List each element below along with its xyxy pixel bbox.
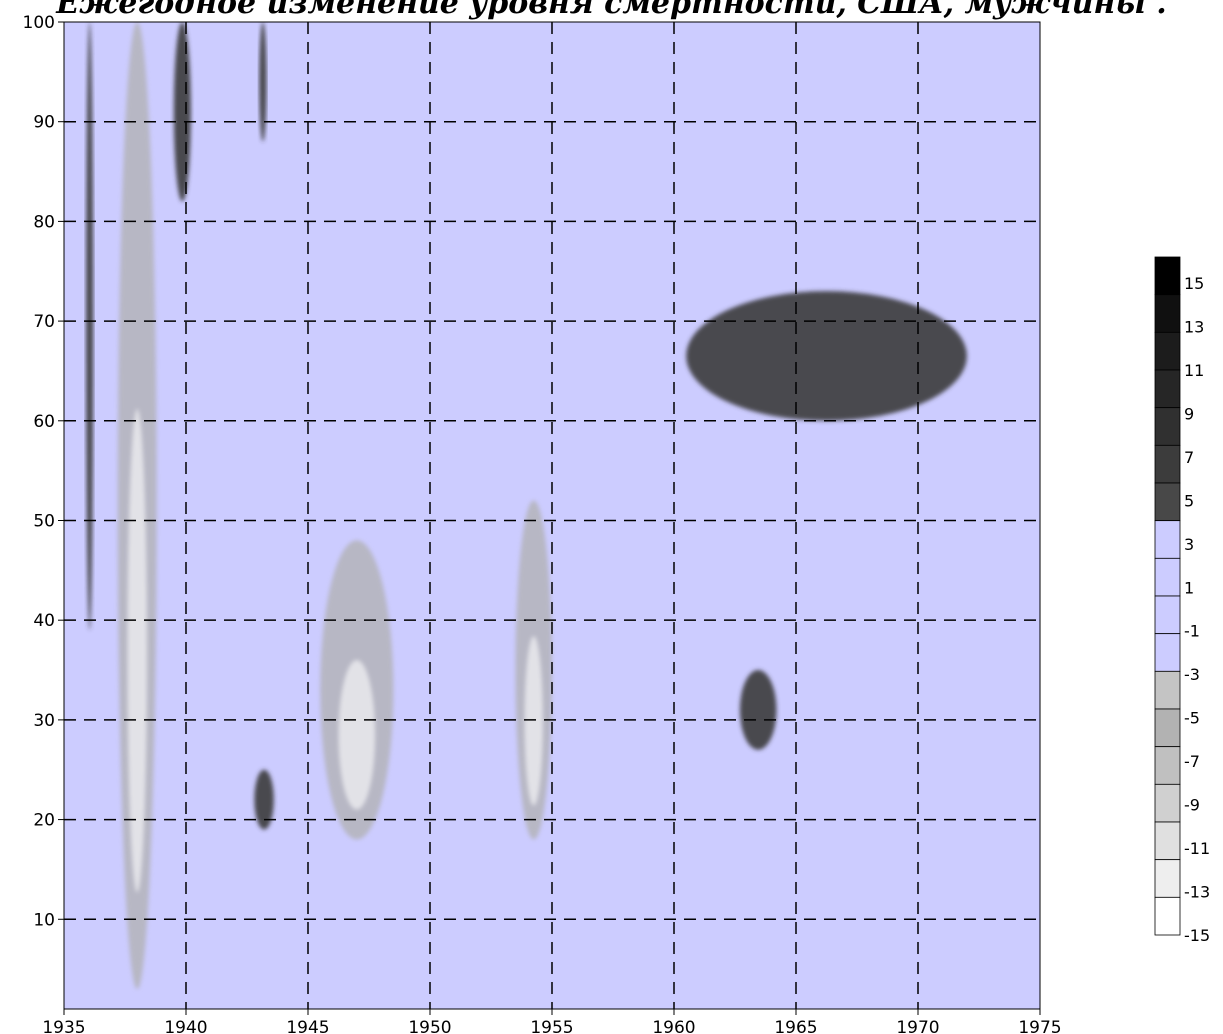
colorbar-swatch — [1154, 821, 1181, 861]
grid-lines — [64, 22, 1040, 1009]
colorbar-label: 7 — [1184, 448, 1194, 467]
chart-title: Ежегодное изменение уровня смертности, С… — [56, 0, 1167, 21]
y-tick-label: 60 — [33, 412, 55, 432]
x-tick-label: 1960 — [652, 1018, 695, 1034]
y-tick-label: 70 — [33, 312, 55, 332]
colorbar-label: -5 — [1184, 709, 1200, 728]
colorbar-swatch — [1154, 331, 1181, 371]
contour-region-positive — [686, 291, 967, 421]
colorbar-swatch — [1154, 407, 1181, 446]
colorbar-label: -11 — [1184, 839, 1210, 858]
colorbar-swatch — [1154, 746, 1181, 785]
contour-region-positive — [254, 769, 274, 830]
colorbar-label: 15 — [1184, 274, 1204, 293]
colorbar-swatch — [1154, 369, 1181, 409]
colorbar-swatch — [1154, 256, 1181, 296]
colorbar-legend: 15 13 11 9 7 5 3 1 -1 -3 -5 -7 -9 -11 -13 -15 — [1154, 256, 1210, 945]
colorbar-label: 5 — [1184, 491, 1194, 510]
colorbar-swatch — [1154, 482, 1181, 522]
contour-region-core — [127, 408, 147, 893]
colorbar-swatch — [1154, 708, 1181, 748]
y-tick-label: 90 — [33, 113, 55, 133]
y-tick-label: 20 — [33, 811, 55, 831]
colorbar-label: 1 — [1184, 578, 1194, 597]
colorbar-swatch — [1154, 859, 1181, 898]
colorbar-label: -1 — [1184, 622, 1200, 641]
y-tick-label: 100 — [23, 13, 55, 33]
colorbar-label: 11 — [1184, 361, 1204, 380]
colorbar-swatch — [1154, 557, 1181, 597]
colorbar-swatch — [1154, 633, 1181, 672]
contour-region-positive — [259, 22, 267, 142]
y-tick-label: 40 — [33, 611, 55, 631]
contour-regions — [85, 22, 967, 990]
x-tick-label: 1945 — [286, 1018, 329, 1034]
colorbar-label: -3 — [1184, 665, 1200, 684]
colorbar-swatch — [1154, 670, 1181, 710]
y-tick-label: 10 — [33, 910, 55, 930]
contour-region-core — [524, 636, 543, 806]
colorbar-label: -7 — [1184, 752, 1200, 771]
x-tick-label: 1970 — [896, 1018, 939, 1034]
x-tick-label: 1975 — [1018, 1018, 1061, 1034]
x-axis: 1935 1940 1945 1950 1955 1960 1965 1970 1975 — [42, 1009, 1062, 1034]
colorbar-swatch — [1154, 595, 1181, 635]
x-tick-label: 1935 — [42, 1018, 85, 1034]
colorbar-label: 9 — [1184, 404, 1194, 423]
contour-region-positive — [85, 22, 94, 631]
y-tick-label: 80 — [33, 212, 55, 232]
y-axis: 10 20 30 40 50 60 70 80 90 100 — [23, 13, 64, 930]
colorbar-swatch — [1154, 294, 1181, 333]
contour-region-positive — [739, 670, 777, 750]
colorbar-label: 13 — [1184, 317, 1204, 336]
colorbar-swatch — [1154, 783, 1181, 823]
contour-region-core — [338, 660, 376, 810]
colorbar-swatch — [1154, 520, 1181, 559]
colorbar-swatch — [1154, 896, 1181, 936]
colorbar-label: -13 — [1184, 883, 1210, 902]
y-tick-label: 50 — [33, 511, 55, 531]
x-tick-label: 1965 — [774, 1018, 817, 1034]
y-tick-label: 30 — [33, 711, 55, 731]
x-tick-label: 1955 — [530, 1018, 573, 1034]
colorbar-label: 3 — [1184, 535, 1194, 554]
colorbar-label: -9 — [1184, 796, 1200, 815]
contour-region-positive — [173, 22, 191, 202]
x-tick-label: 1940 — [164, 1018, 207, 1034]
x-tick-label: 1950 — [408, 1018, 451, 1034]
colorbar-swatch — [1154, 444, 1181, 484]
colorbar-label: -15 — [1184, 926, 1210, 945]
